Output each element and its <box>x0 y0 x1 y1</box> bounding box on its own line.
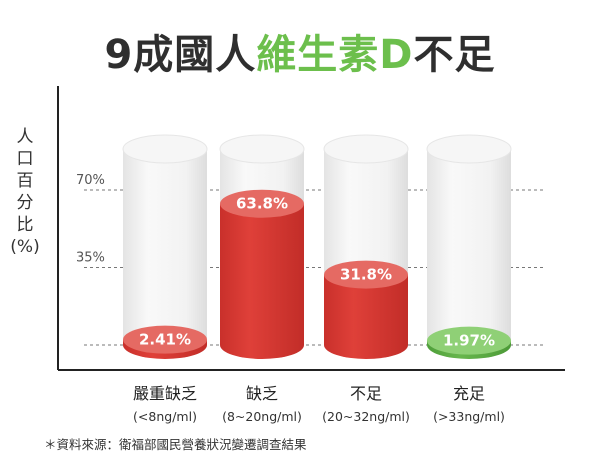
background-cylinder-top <box>323 134 409 164</box>
title-part-1: 9成國人 <box>104 32 257 78</box>
bar-top <box>123 325 207 354</box>
y-tick-label: 70% <box>76 173 105 188</box>
y-tick-label: 35% <box>76 251 105 266</box>
bar-top <box>324 260 408 289</box>
labels: 2.41% 嚴重缺乏 (<8ng/ml) 63.8% 缺乏 (8~20ng/ml) 31.8… <box>133 195 505 424</box>
background-cylinder <box>427 149 511 359</box>
bar-top <box>220 189 304 218</box>
value-label: 63.8% <box>236 195 288 213</box>
bar <box>324 274 408 359</box>
title-part-3: 不足 <box>413 32 496 78</box>
bars <box>122 134 512 359</box>
source-note: ＊資料來源：衛福部國民營養狀況變遷調查結果 <box>44 437 307 452</box>
value-label: 2.41% <box>139 331 191 349</box>
range-label: (<8ng/ml) <box>133 409 197 424</box>
range-label: (8~20ng/ml) <box>222 409 302 424</box>
background-cylinder-top <box>122 134 208 164</box>
chart-title: 9成國人維生素D不足 <box>0 30 600 80</box>
category-label: 不足 <box>350 384 382 403</box>
background-cylinder <box>123 149 207 359</box>
category-label: 缺乏 <box>246 384 278 403</box>
background-cylinder-top <box>219 134 305 164</box>
bar-top <box>427 326 511 355</box>
title-part-2: 維生素D <box>256 32 414 78</box>
category-label: 嚴重缺乏 <box>133 384 197 403</box>
background-cylinder-top <box>426 134 512 164</box>
bar <box>220 203 304 359</box>
range-label: (20~32ng/ml) <box>322 409 410 424</box>
value-label: 31.8% <box>340 266 392 284</box>
category-label: 充足 <box>453 384 485 403</box>
y-axis-label: 人 口 百 分 比 (%) <box>10 127 40 257</box>
value-label: 1.97% <box>443 332 495 350</box>
range-label: (>33ng/ml) <box>433 409 505 424</box>
